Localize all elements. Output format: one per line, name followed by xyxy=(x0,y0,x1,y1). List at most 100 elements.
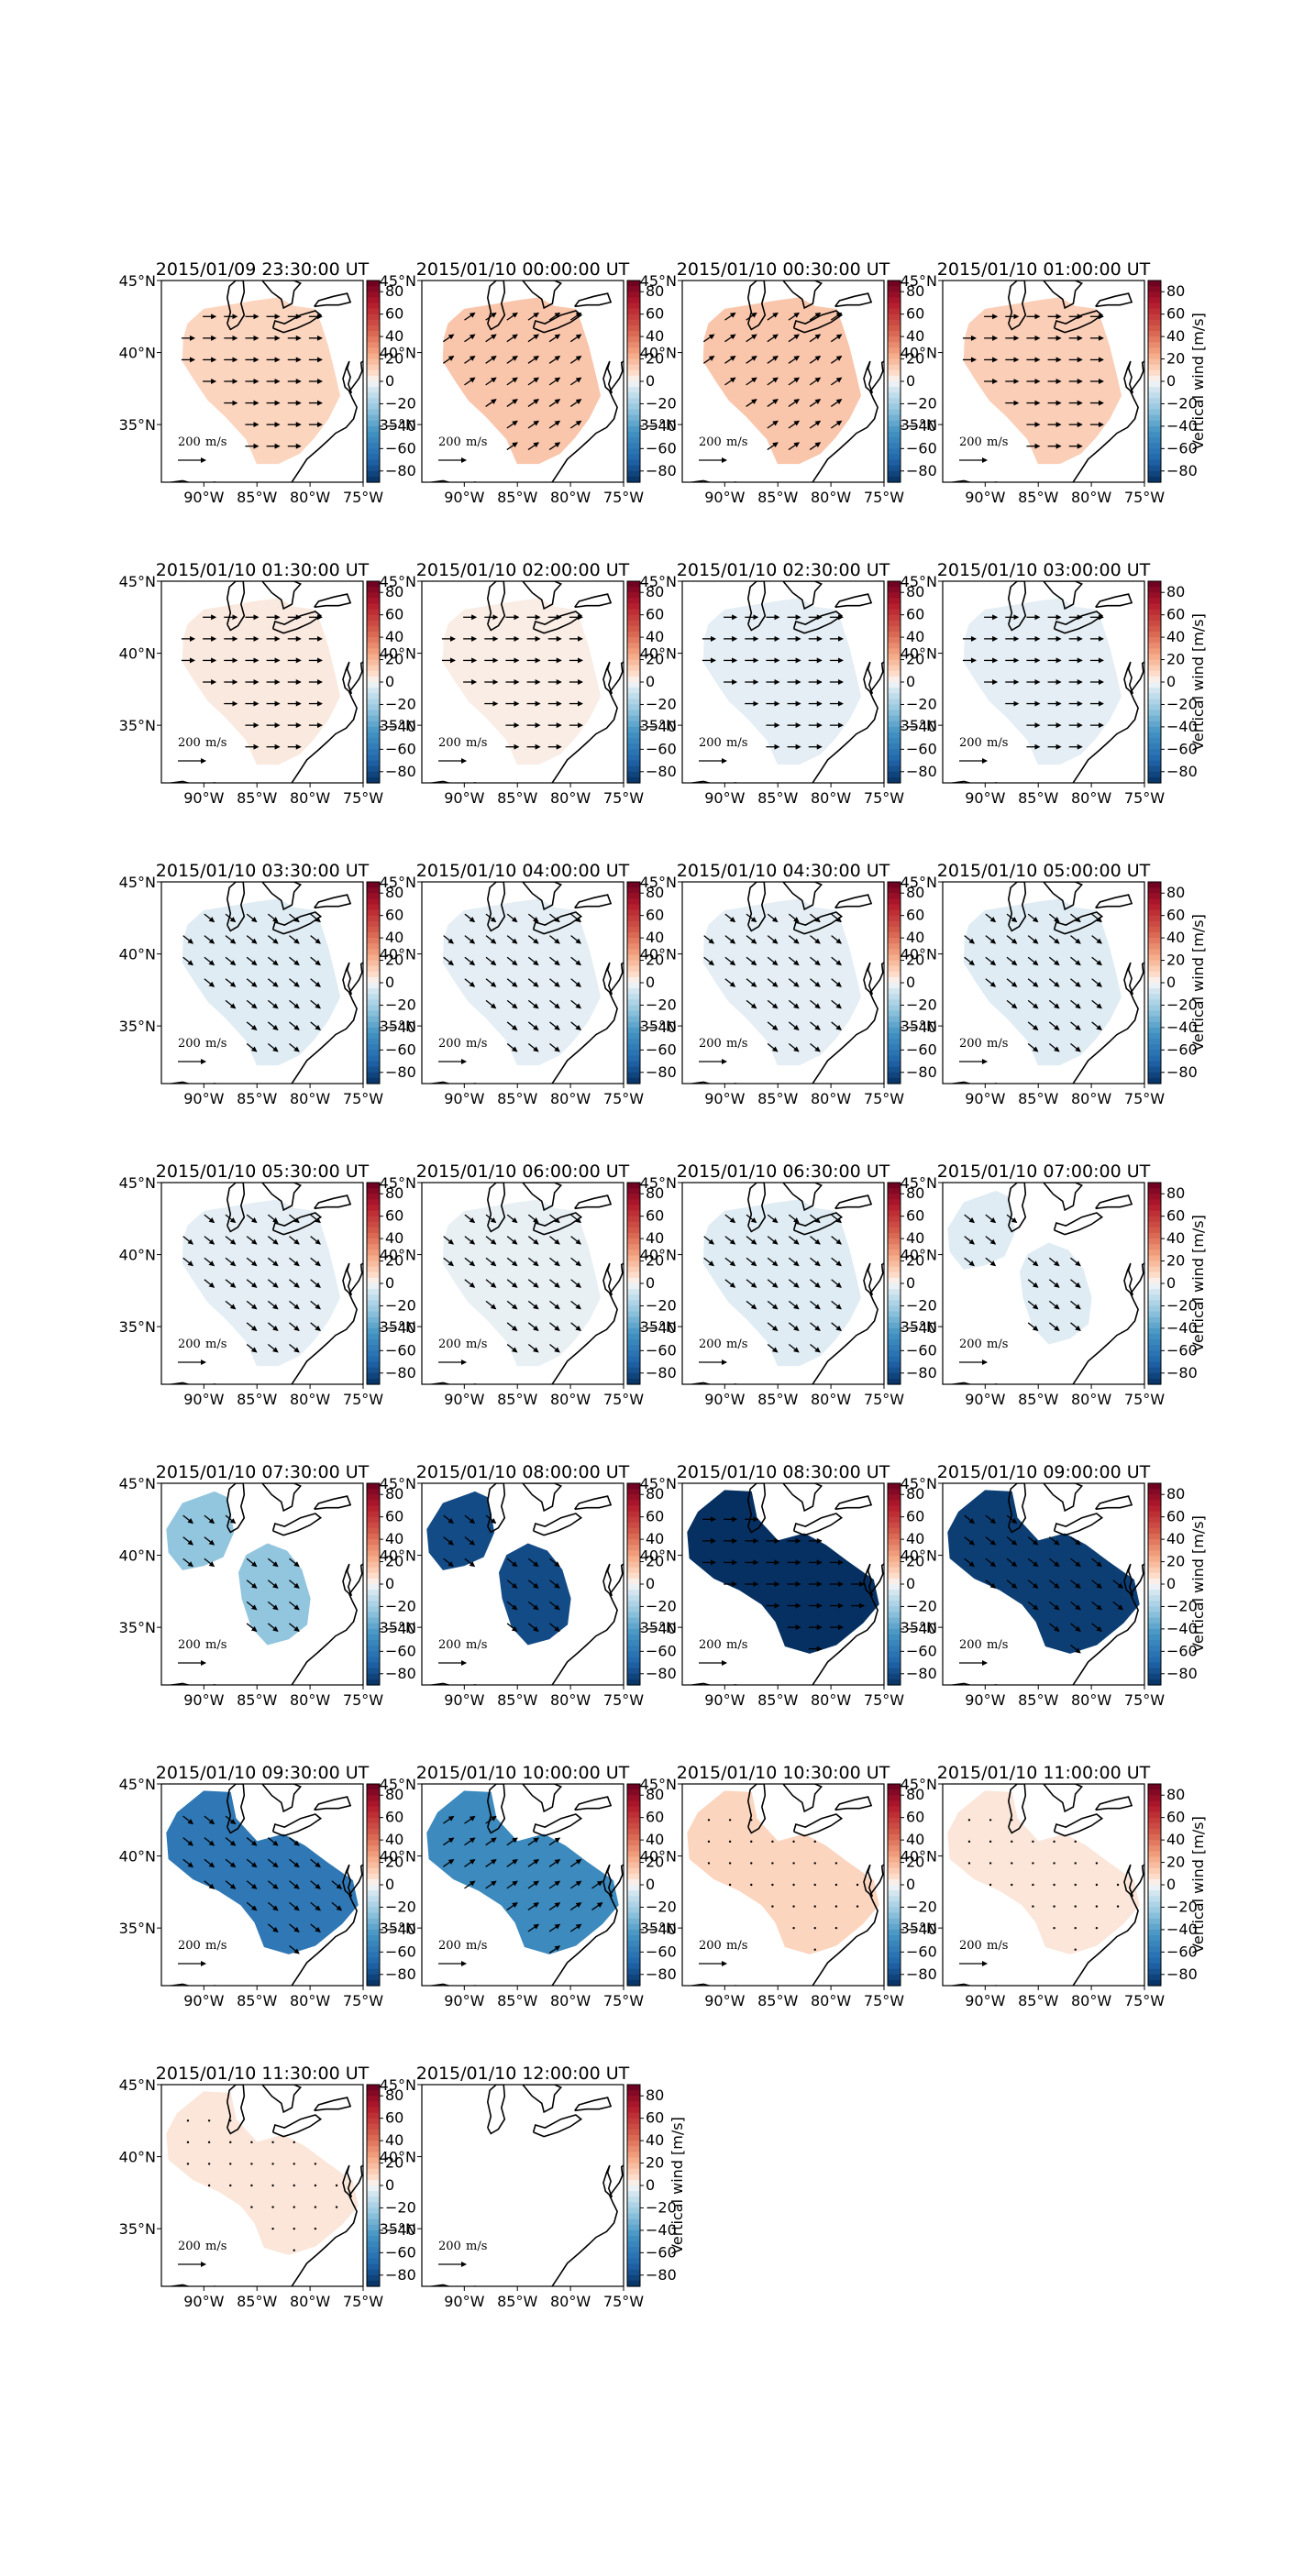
colorbar-tick-label: 60 xyxy=(1166,606,1185,623)
wind-vector xyxy=(289,1580,300,1589)
colorbar-segment xyxy=(627,1044,640,1051)
wind-vector xyxy=(506,1601,518,1611)
colorbar-segment xyxy=(1148,648,1161,655)
colorbar-segment xyxy=(627,983,640,989)
colorbar-segment xyxy=(367,1963,380,1970)
colorbar-segment xyxy=(1148,938,1161,944)
wind-vector xyxy=(182,1236,193,1245)
wind-vector xyxy=(289,1558,300,1568)
colorbar-segment xyxy=(367,1372,380,1380)
wind-vector xyxy=(1048,1558,1060,1568)
lon-tick-label: 75°W xyxy=(1124,1391,1165,1408)
colorbar-segment xyxy=(367,1505,380,1513)
colorbar-segment xyxy=(1148,749,1161,756)
wind-vectors xyxy=(442,312,582,451)
colorbar-segment xyxy=(367,1283,380,1290)
atlantic-coastline xyxy=(1072,962,1144,1084)
wind-vector xyxy=(830,399,843,407)
reference-arrow-label: 200 xyxy=(438,1939,461,1953)
wind-vector xyxy=(834,1905,838,1908)
colorbar-segment xyxy=(1148,1527,1161,1535)
lat-tick-label: 40°N xyxy=(901,946,937,963)
wind-vector xyxy=(293,2206,295,2208)
colorbar-segment xyxy=(367,1244,380,1250)
colorbar-segment xyxy=(367,1021,380,1029)
wind-vector xyxy=(1027,1021,1039,1030)
wind-vector xyxy=(246,1021,258,1030)
wind-vector xyxy=(506,1322,518,1331)
colorbar-segment xyxy=(627,331,640,337)
colorbar-segment xyxy=(367,1210,380,1217)
gulf-coastline xyxy=(947,780,1000,783)
gulf-coastline xyxy=(426,2284,480,2286)
wind-vector xyxy=(724,312,736,321)
wind-vector xyxy=(750,1883,753,1887)
wind-vector xyxy=(767,399,779,407)
wind-vector xyxy=(225,935,237,944)
wind-vector xyxy=(310,1880,321,1889)
chesapeake-bay xyxy=(863,661,874,695)
gulf-coastline xyxy=(166,1983,219,1986)
wind-vector xyxy=(548,356,561,364)
colorbar-segment xyxy=(367,632,380,638)
colorbar-segment xyxy=(888,983,901,989)
colorbar-segment xyxy=(627,1912,640,1920)
map-frame xyxy=(160,1783,364,1987)
coastline xyxy=(426,581,624,783)
colorbar-segment xyxy=(627,693,640,699)
lat-tick-label: 35°N xyxy=(380,1318,416,1336)
colorbar-tick-label: 60 xyxy=(646,1508,664,1525)
lake-huron xyxy=(782,581,823,611)
colorbar-segment xyxy=(888,342,901,348)
lat-tick-label: 35°N xyxy=(119,1920,156,1937)
colorbar-segment xyxy=(888,1061,901,1068)
lake-erie xyxy=(271,2114,323,2138)
colorbar-segment xyxy=(367,2085,380,2091)
colorbar-segment xyxy=(888,331,901,337)
colorbar-segment xyxy=(367,926,380,933)
wind-vector xyxy=(506,978,518,987)
wind-vector xyxy=(289,978,300,987)
panel-title: 2015/01/10 02:30:00 UT xyxy=(677,560,890,580)
colorbar-segment xyxy=(367,1350,380,1358)
wind-vector xyxy=(204,1279,216,1288)
colorbar-tick-label: −20 xyxy=(906,394,937,412)
colorbar-segment xyxy=(367,358,380,366)
colorbar-tick-label: 20 xyxy=(906,952,924,969)
lat-tick-label: 45°N xyxy=(119,1776,156,1793)
lake-huron xyxy=(1043,1183,1084,1212)
colorbar-segment xyxy=(1148,932,1161,939)
colorbar-segment xyxy=(367,1918,380,1925)
colorbar-segment xyxy=(888,1039,901,1045)
colorbar-segment xyxy=(888,1345,901,1351)
lake-ontario xyxy=(1095,894,1133,909)
wind-vector xyxy=(293,2184,295,2187)
lake-michigan xyxy=(226,1784,246,1834)
wind-vector xyxy=(246,1837,258,1846)
lat-tick-label: 40°N xyxy=(640,1848,677,1866)
lat-tick-label: 35°N xyxy=(380,416,416,434)
colorbar-tick-label: 40 xyxy=(646,1530,664,1547)
lake-michigan xyxy=(486,1784,506,1834)
colorbar-segment xyxy=(367,1907,380,1914)
wind-vector xyxy=(485,999,497,1009)
wind-vector xyxy=(831,1021,842,1030)
wind-vector xyxy=(813,1948,816,1951)
wind-region-cell xyxy=(702,898,862,1066)
gulf-coastline xyxy=(947,1983,1000,1986)
colorbar-segment xyxy=(367,1595,380,1602)
colorbar-tick-label: −40 xyxy=(385,718,416,735)
wind-vector xyxy=(548,1880,561,1889)
colorbar-segment xyxy=(1148,909,1161,917)
wind-vector xyxy=(289,1236,300,1245)
colorbar-tick-label: 20 xyxy=(646,2154,664,2172)
colorbar-segment xyxy=(367,1334,380,1340)
colorbar-tick-label: −80 xyxy=(385,763,416,780)
colorbar-segment xyxy=(1148,1834,1161,1841)
colorbar-segment xyxy=(367,2123,380,2130)
colorbar-segment xyxy=(1148,1550,1161,1558)
wind-vector xyxy=(182,956,193,966)
